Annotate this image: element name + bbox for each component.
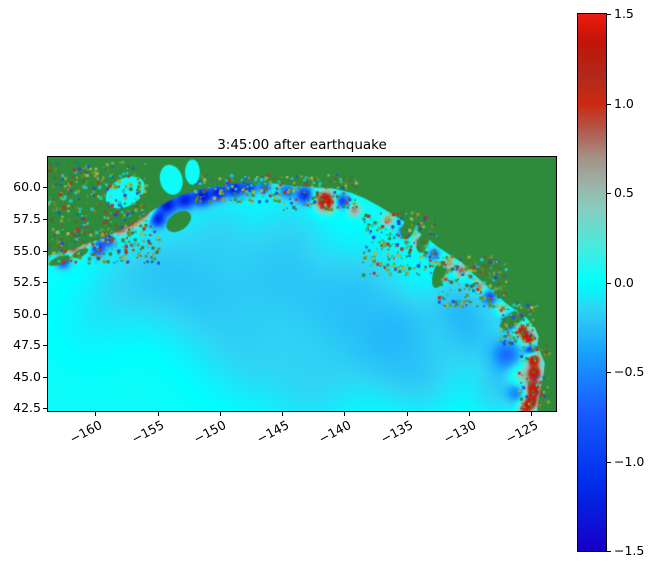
y-tick-label: 47.5 (13, 337, 41, 353)
x-tick-mark (406, 412, 408, 416)
colorbar-tick-label: −1.0 (614, 453, 645, 469)
colorbar-tick-mark (607, 461, 611, 463)
colorbar-frame (577, 13, 607, 552)
x-tick-mark (344, 412, 346, 416)
colorbar-tick-label: −1.5 (614, 543, 645, 558)
colorbar-tick-label: −0.5 (614, 364, 645, 379)
y-tick-label: 42.5 (13, 400, 41, 416)
y-tick-label: 57.5 (13, 210, 41, 226)
x-tick-label: −140 (316, 417, 354, 447)
colorbar-tick-mark (607, 372, 611, 373)
colorbar-tick-mark (607, 193, 611, 194)
colorbar-tick-label: 0.0 (614, 274, 634, 290)
y-tick-mark (43, 376, 47, 378)
y-tick-mark (43, 408, 47, 410)
colorbar-tick-label: 0.5 (614, 185, 634, 200)
x-tick-mark (157, 412, 159, 416)
y-tick-mark (43, 282, 47, 284)
y-tick-label: 45.0 (13, 368, 41, 384)
y-tick-mark (43, 345, 47, 347)
heatmap-canvas (48, 157, 556, 411)
y-tick-mark (43, 218, 47, 220)
colorbar-tick-mark (607, 282, 611, 284)
y-tick-mark (43, 313, 47, 315)
x-tick-label: −125 (502, 417, 541, 447)
x-tick-mark (468, 412, 470, 416)
y-tick-label: 52.5 (13, 274, 41, 290)
x-tick-mark (531, 412, 533, 416)
colorbar-tick-label: 1.5 (614, 6, 634, 21)
x-tick-label: −145 (253, 417, 292, 447)
x-tick-label: −155 (129, 417, 167, 447)
y-tick-label: 60.0 (13, 179, 41, 195)
x-tick-label: −150 (191, 417, 229, 447)
x-tick-label: −130 (440, 417, 478, 447)
x-tick-mark (219, 412, 221, 416)
colorbar-canvas (578, 14, 606, 551)
colorbar-tick-label: 1.0 (614, 95, 634, 111)
x-tick-label: −160 (67, 417, 105, 447)
colorbar-tick-mark (607, 551, 611, 552)
y-tick-label: 55.0 (13, 242, 41, 258)
x-tick-mark (95, 412, 97, 416)
y-tick-mark (43, 250, 47, 252)
y-tick-label: 50.0 (13, 305, 41, 321)
x-tick-mark (282, 412, 284, 416)
x-tick-label: −135 (378, 417, 416, 447)
map-axes-frame (47, 156, 557, 412)
colorbar-tick-mark (607, 14, 611, 15)
y-tick-mark (43, 187, 47, 189)
colorbar-tick-mark (607, 103, 611, 105)
chart-title: 3:45:00 after earthquake (217, 137, 387, 153)
